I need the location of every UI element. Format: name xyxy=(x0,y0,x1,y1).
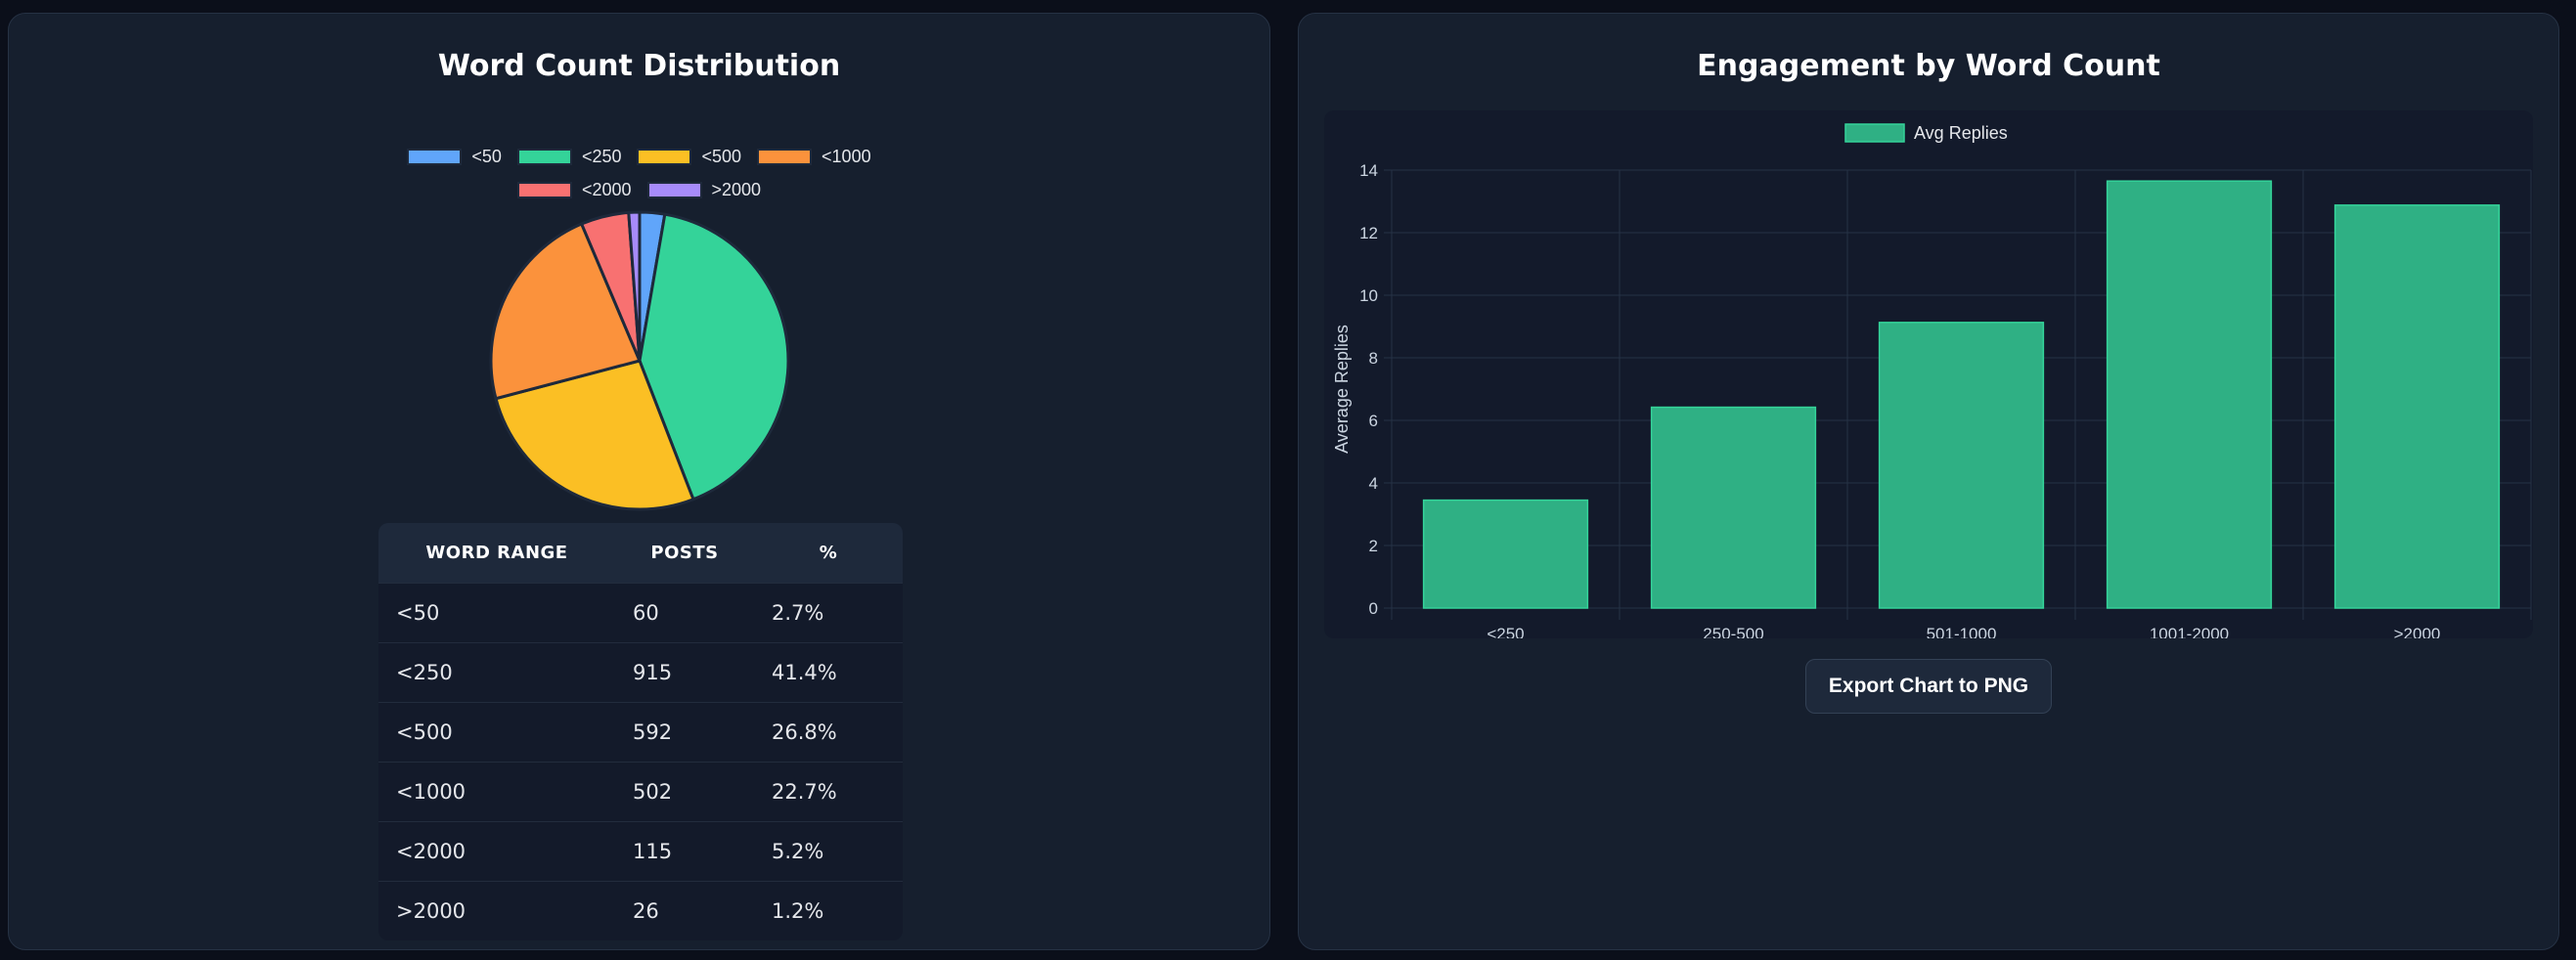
x-tick-label: <250 xyxy=(1487,625,1524,638)
word-range-cell: <50 xyxy=(378,583,615,643)
panel-title: Word Count Distribution xyxy=(437,49,841,83)
pie-legend-row-2: <2000 >2000 xyxy=(9,180,1269,200)
posts-cell: 115 xyxy=(615,821,754,882)
legend-label[interactable]: Avg Replies xyxy=(1914,123,2008,143)
legend-label: <2000 xyxy=(581,180,632,199)
word-range-cell: <500 xyxy=(378,702,615,763)
legend-swatch xyxy=(1844,123,1905,143)
y-axis-label: Average Replies xyxy=(1332,325,1352,454)
percent-cell: 22.7% xyxy=(754,762,903,822)
bar[interactable] xyxy=(2106,180,2273,609)
word-range-cell: <1000 xyxy=(378,762,615,822)
table-row: >2000 26 1.2% xyxy=(378,881,903,940)
bar-chart: 0 2 4 6 8 10 12 14 <250 250-500 501-1000 1001-2000 >… xyxy=(1332,123,2532,638)
legend-swatch xyxy=(757,149,813,165)
legend-label: <50 xyxy=(471,147,502,166)
engagement-panel: Engagement by Word Count 0 2 4 6 8 10 12 14 <250… xyxy=(1298,13,2559,950)
legend-swatch xyxy=(516,149,572,165)
percent-cell: 41.4% xyxy=(754,642,903,703)
percent-cell: 1.2% xyxy=(754,881,903,940)
x-tick-label: 501-1000 xyxy=(1927,625,1997,638)
word-count-distribution-panel: Word Count Distribution <50 <250 <500 <1000… xyxy=(8,13,1270,950)
pie-slice[interactable] xyxy=(494,359,695,511)
word-range-table: WORD RANGE POSTS % <50 60 2.7% <250 915 41.4%… xyxy=(378,523,903,940)
table-row: <2000 115 5.2% xyxy=(378,821,903,882)
legend-item[interactable]: <250 xyxy=(516,147,622,167)
y-tick-label: 12 xyxy=(1359,224,1378,242)
legend-label: <1000 xyxy=(822,147,871,166)
posts-cell: 592 xyxy=(615,702,754,763)
table-row: <50 60 2.7% xyxy=(378,583,903,643)
header-posts: POSTS xyxy=(615,523,754,584)
bar[interactable] xyxy=(2333,204,2501,609)
export-chart-button[interactable]: Export Chart to PNG xyxy=(1805,659,2052,714)
y-tick-label: 10 xyxy=(1359,286,1378,305)
bar[interactable] xyxy=(1422,499,1589,609)
x-tick-label: >2000 xyxy=(2394,625,2441,638)
y-tick-label: 8 xyxy=(1369,349,1378,368)
y-tick-label: 14 xyxy=(1359,161,1378,180)
percent-cell: 5.2% xyxy=(754,821,903,882)
x-tick-label: 250-500 xyxy=(1703,625,1763,638)
percent-cell: 2.7% xyxy=(754,583,903,643)
bar[interactable] xyxy=(1650,406,1817,609)
posts-cell: 26 xyxy=(615,881,754,940)
y-tick-label: 4 xyxy=(1369,474,1378,493)
y-tick-label: 2 xyxy=(1369,537,1378,555)
legend-swatch xyxy=(646,182,702,198)
legend-swatch xyxy=(637,149,692,165)
bar-chart-container: 0 2 4 6 8 10 12 14 <250 250-500 501-1000 1001-2000 >… xyxy=(1324,110,2533,638)
pie-slice[interactable] xyxy=(489,222,643,401)
table-row: <500 592 26.8% xyxy=(378,702,903,763)
word-range-cell: <2000 xyxy=(378,821,615,882)
table-row: <250 915 41.4% xyxy=(378,642,903,703)
header-word-range: WORD RANGE xyxy=(378,523,615,584)
legend-item[interactable]: >2000 xyxy=(646,180,762,200)
pie-chart xyxy=(489,210,790,511)
legend-label: >2000 xyxy=(711,180,762,199)
y-tick-label: 0 xyxy=(1369,599,1378,618)
word-range-cell: <250 xyxy=(378,642,615,703)
word-range-cell: >2000 xyxy=(378,881,615,940)
header-percent: % xyxy=(754,523,903,584)
bar[interactable] xyxy=(1878,322,2045,609)
posts-cell: 60 xyxy=(615,583,754,643)
pie-slice[interactable] xyxy=(638,212,790,502)
legend-item[interactable]: <2000 xyxy=(516,180,632,200)
pie-slice[interactable] xyxy=(627,210,642,362)
pie-legend: <50 <250 <500 <1000 xyxy=(9,147,1269,167)
table-row: <1000 502 22.7% xyxy=(378,762,903,822)
legend-item[interactable]: <1000 xyxy=(757,147,871,167)
y-tick-label: 6 xyxy=(1369,412,1378,430)
legend-label: <250 xyxy=(581,147,622,166)
x-tick-label: 1001-2000 xyxy=(2150,625,2229,638)
legend-item[interactable]: <50 xyxy=(407,147,502,167)
posts-cell: 915 xyxy=(615,642,754,703)
percent-cell: 26.8% xyxy=(754,702,903,763)
legend-item[interactable]: <500 xyxy=(637,147,741,167)
posts-cell: 502 xyxy=(615,762,754,822)
legend-swatch xyxy=(407,149,463,165)
panel-title: Engagement by Word Count xyxy=(1697,49,2160,83)
legend-swatch xyxy=(516,182,572,198)
legend-label: <500 xyxy=(701,147,742,166)
